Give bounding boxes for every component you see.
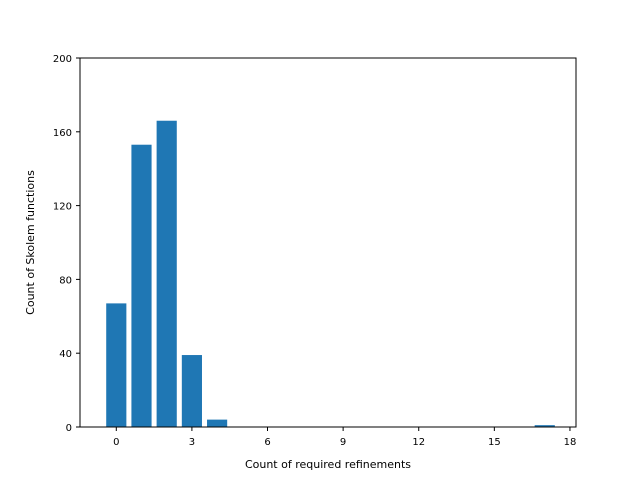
y-tick-label: 160 — [53, 128, 72, 139]
y-axis-ticks: 0 40 80 120 160 200 — [53, 54, 80, 434]
x-tick-label: 6 — [264, 437, 270, 448]
x-tick-label: 12 — [412, 437, 425, 448]
x-tick-label: 0 — [113, 437, 119, 448]
y-axis-label: Count of Skolem functions — [24, 170, 37, 315]
x-axis-ticks: 0 3 6 9 12 15 18 — [113, 427, 576, 448]
y-tick-label: 80 — [59, 275, 72, 286]
bar-3 — [181, 355, 202, 427]
x-tick-label: 15 — [488, 437, 501, 448]
bar-2 — [156, 120, 177, 427]
y-tick-label: 200 — [53, 54, 72, 65]
bar-17 — [534, 425, 555, 427]
plot-frame — [79, 57, 577, 428]
y-tick-label: 0 — [66, 423, 72, 434]
x-tick-label: 3 — [189, 437, 195, 448]
x-axis-label: Count of required refinements — [245, 458, 411, 471]
y-tick-label: 40 — [59, 349, 72, 360]
x-tick-label: 18 — [564, 437, 577, 448]
bar-1 — [131, 144, 152, 427]
bar-0 — [106, 303, 127, 427]
bars — [106, 120, 555, 427]
x-tick-label: 9 — [340, 437, 346, 448]
bar-4 — [207, 419, 228, 427]
y-tick-label: 120 — [53, 202, 72, 213]
